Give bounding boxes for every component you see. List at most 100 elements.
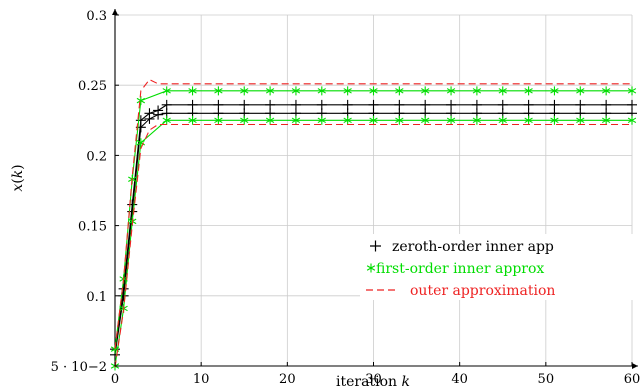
- star-marker: [601, 86, 611, 96]
- y-tick-label: 0.25: [78, 79, 107, 94]
- star-marker: [240, 115, 249, 125]
- axes: [112, 9, 638, 369]
- y-tick-label: 0.2: [86, 149, 107, 164]
- plus-marker: [394, 99, 405, 110]
- x-tick-label: 0: [111, 372, 119, 387]
- legend-label-outer: outer approximation: [410, 283, 555, 299]
- plus-marker: [497, 99, 508, 110]
- star-marker: [576, 86, 585, 96]
- legend-label-first: first-order inner approx: [376, 261, 544, 277]
- star-marker: [162, 115, 171, 125]
- series-line: [114, 78, 632, 350]
- series-outer: [114, 78, 632, 368]
- plus-marker: [342, 99, 353, 110]
- legend: zeroth-order inner app first-order inner…: [360, 234, 644, 300]
- plus-marker: [118, 290, 129, 301]
- plus-marker: [575, 99, 586, 110]
- series-group: [110, 78, 637, 371]
- plus-marker: [144, 113, 155, 124]
- series-first-order: [110, 86, 637, 371]
- star-marker: [627, 86, 637, 96]
- star-marker: [265, 86, 275, 96]
- star-marker: [446, 115, 456, 125]
- star-marker: [498, 86, 507, 96]
- star-marker: [472, 86, 482, 96]
- plus-marker: [316, 99, 327, 110]
- x-tick-label: 30: [365, 372, 382, 387]
- star-marker: [265, 115, 275, 125]
- y-tick-label: 5 · 10−2: [51, 360, 107, 375]
- legend-label-zeroth: zeroth-order inner app: [392, 239, 554, 255]
- legend-star-marker: [366, 263, 376, 273]
- star-marker: [162, 86, 171, 96]
- star-marker: [550, 86, 559, 96]
- plus-marker: [446, 99, 457, 110]
- star-marker: [136, 138, 146, 148]
- star-marker: [240, 86, 249, 96]
- x-axis-title-variable: k: [401, 374, 409, 389]
- plus-marker: [239, 99, 250, 110]
- star-marker: [291, 86, 301, 96]
- star-marker: [498, 115, 507, 125]
- legend-plus-marker: [370, 240, 381, 252]
- x-axis-title: iteration k: [336, 374, 410, 389]
- y-tick-label: 0.1: [86, 290, 107, 305]
- plus-marker: [187, 99, 198, 110]
- star-marker: [576, 115, 585, 125]
- star-marker: [472, 115, 482, 125]
- plus-marker: [549, 99, 560, 110]
- star-marker: [343, 115, 352, 125]
- legend-entry-outer: outer approximation: [366, 283, 555, 299]
- star-marker: [188, 115, 197, 125]
- legend-entry-first: first-order inner approx: [366, 261, 544, 277]
- y-axis-arrow: [112, 9, 118, 15]
- star-marker: [317, 86, 326, 96]
- x-tick-label: 40: [451, 372, 468, 387]
- star-marker: [136, 96, 146, 106]
- y-tick-label: 0.3: [86, 9, 107, 24]
- tick-labels: 0 10 20 30 40 50 60 5 · 10−2 0.1 0.15 0.2 0.25 0.3: [51, 9, 641, 387]
- star-marker: [188, 86, 197, 96]
- x-tick-label: 10: [193, 372, 210, 387]
- plus-marker: [368, 99, 379, 110]
- star-marker: [421, 86, 430, 96]
- star-marker: [366, 263, 376, 273]
- plus-marker: [523, 99, 534, 110]
- y-tick-label: 0.15: [78, 220, 107, 235]
- star-marker: [317, 115, 326, 125]
- star-marker: [524, 86, 533, 96]
- plus-marker: [290, 99, 301, 110]
- star-marker: [601, 115, 611, 125]
- series-zeroth-order: [110, 99, 637, 360]
- star-marker: [550, 115, 559, 125]
- plus-marker: [265, 99, 276, 110]
- star-marker: [369, 115, 378, 125]
- plus-marker: [420, 99, 431, 110]
- grid-lines: [115, 14, 633, 366]
- star-marker: [421, 115, 430, 125]
- star-marker: [343, 86, 352, 96]
- plus-marker: [213, 99, 224, 110]
- star-marker: [369, 86, 378, 96]
- star-marker: [214, 86, 223, 96]
- plus-marker: [627, 99, 637, 110]
- series-line: [114, 123, 632, 368]
- y-axis-title: x(k): [10, 164, 26, 191]
- x-tick-label: 50: [538, 372, 555, 387]
- x-axis-title-text: iteration: [336, 374, 397, 389]
- x-axis-arrow: [632, 363, 638, 369]
- legend-box: [360, 234, 644, 300]
- plus-marker: [161, 99, 172, 110]
- star-marker: [395, 115, 404, 125]
- star-marker: [291, 115, 301, 125]
- star-marker: [627, 115, 637, 125]
- star-marker: [395, 86, 404, 96]
- x-tick-label: 60: [624, 372, 641, 387]
- plus-marker: [471, 99, 482, 110]
- plus-marker: [601, 99, 612, 110]
- plus-marker: [153, 109, 164, 120]
- star-marker: [446, 86, 456, 96]
- star-marker: [214, 115, 223, 125]
- x-tick-label: 20: [279, 372, 296, 387]
